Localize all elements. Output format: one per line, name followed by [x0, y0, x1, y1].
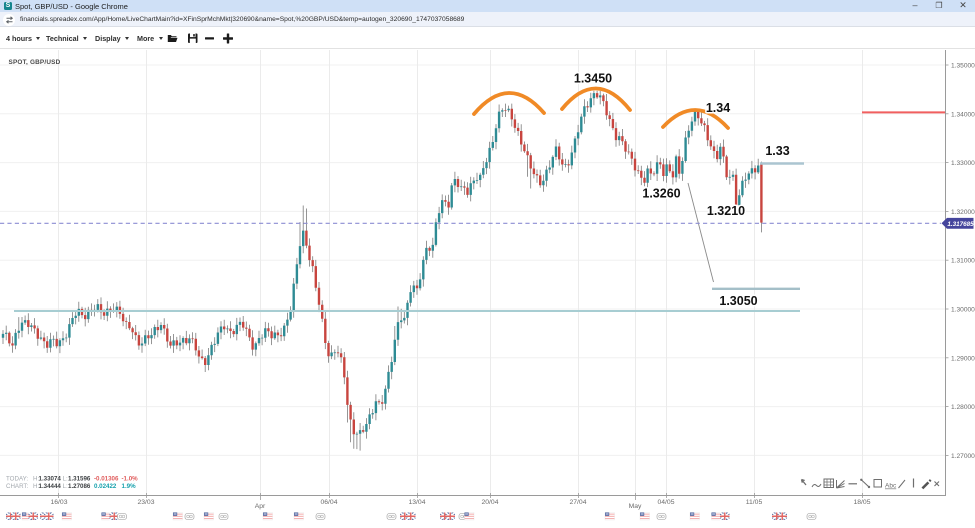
svg-text:18/05: 18/05 [853, 499, 870, 506]
svg-text:04/05: 04/05 [657, 499, 674, 506]
svg-text:23/03: 23/03 [137, 499, 154, 506]
svg-text:SPOT, GBP/USD: SPOT, GBP/USD [9, 59, 61, 66]
svg-text:20/04: 20/04 [481, 499, 498, 506]
svg-text:1.34: 1.34 [706, 101, 730, 115]
svg-text:-0.01306: -0.01306 [94, 476, 119, 483]
svg-text:H:: H: [33, 476, 39, 483]
svg-text:-1.0%: -1.0% [122, 476, 139, 483]
svg-text:Abc: Abc [885, 483, 897, 490]
svg-text:1.3210: 1.3210 [707, 204, 745, 218]
svg-text:1.34000: 1.34000 [951, 111, 975, 118]
svg-text:TODAY:: TODAY: [6, 476, 28, 483]
svg-text:May: May [629, 503, 642, 510]
svg-text:1.29000: 1.29000 [951, 355, 975, 362]
svg-text:1.32000: 1.32000 [951, 209, 975, 216]
svg-text:1.33000: 1.33000 [951, 160, 975, 167]
svg-text:1.33074: 1.33074 [39, 476, 62, 483]
svg-text:1.3050: 1.3050 [719, 294, 757, 308]
svg-text:H:: H: [33, 483, 39, 490]
svg-text:1.33: 1.33 [765, 144, 789, 158]
svg-text:1.27000: 1.27000 [951, 453, 975, 460]
svg-text:0.02422: 0.02422 [94, 483, 117, 490]
svg-text:11/05: 11/05 [746, 499, 763, 506]
svg-text:1.317685: 1.317685 [947, 221, 974, 228]
svg-text:1.9%: 1.9% [122, 483, 137, 490]
svg-text:1.28000: 1.28000 [951, 404, 975, 411]
svg-text:Apr: Apr [255, 503, 266, 510]
svg-text:1.31596: 1.31596 [68, 476, 91, 483]
svg-text:13/04: 13/04 [408, 499, 425, 506]
svg-text:06/04: 06/04 [320, 499, 337, 506]
svg-text:L:: L: [63, 476, 68, 483]
svg-text:27/04: 27/04 [569, 499, 586, 506]
svg-text:L:: L: [63, 483, 68, 490]
svg-text:16/03: 16/03 [50, 499, 67, 506]
svg-text:1.27086: 1.27086 [68, 483, 91, 490]
svg-text:1.3450: 1.3450 [574, 72, 612, 86]
svg-text:1.31000: 1.31000 [951, 258, 975, 265]
svg-text:1.34444: 1.34444 [39, 483, 62, 490]
svg-text:1.30000: 1.30000 [951, 307, 975, 314]
svg-text:CHART:: CHART: [6, 483, 29, 490]
svg-text:1.35000: 1.35000 [951, 63, 975, 70]
svg-text:1.3260: 1.3260 [642, 187, 680, 201]
